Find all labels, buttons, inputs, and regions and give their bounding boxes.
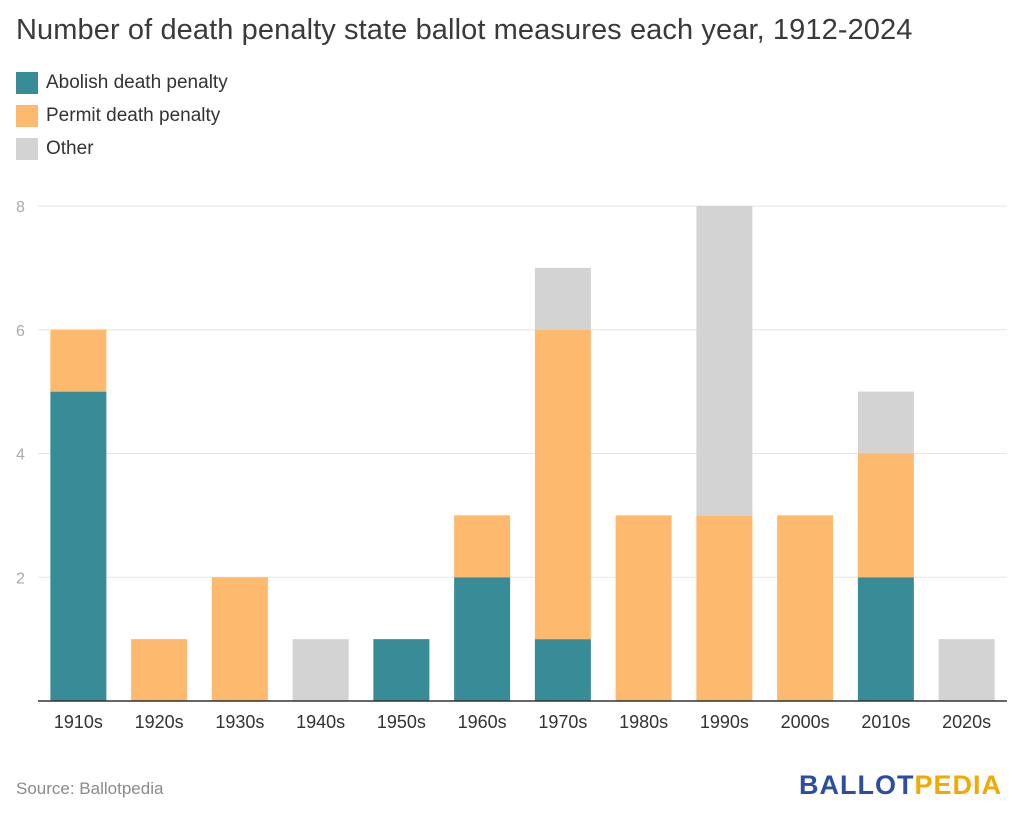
bar-1970s-permit-death-penalty [534,329,591,640]
x-tick-label-1990s: 1990s [700,712,749,732]
bar-1990s-other [696,206,753,516]
y-tick-label-6: 6 [16,323,25,340]
chart-legend: Abolish death penalty Permit death penal… [16,66,228,165]
legend-label-other: Other [46,137,94,159]
y-tick-label-4: 4 [16,447,25,464]
bar-1940s-other [292,639,349,701]
x-tick-label-1910s: 1910s [54,712,103,732]
bar-2020s-other [938,639,995,701]
bar-2010s-permit-death-penalty [857,453,914,578]
legend-swatch-permit [16,104,38,127]
legend-swatch-abolish [16,71,38,94]
bar-1960s-permit-death-penalty [454,515,511,578]
logo-ballot-text: BALLOT [798,770,915,800]
bar-1990s-permit-death-penalty [696,515,753,701]
x-tick-label-1920s: 1920s [135,712,184,732]
bar-1950s-abolish-death-penalty [373,639,430,701]
x-tick-label-2020s: 2020s [942,712,991,732]
chart-title: Number of death penalty state ballot mea… [16,14,913,46]
logo-pedia-text: PEDIA [914,770,1002,800]
legend-swatch-other [16,137,38,160]
bar-1970s-other [534,267,591,330]
bar-1930s-permit-death-penalty [211,577,268,701]
x-tick-label-1950s: 1950s [377,712,426,732]
x-tick-label-1980s: 1980s [619,712,668,732]
x-tick-label-1960s: 1960s [458,712,507,732]
y-tick-label-2: 2 [16,570,25,587]
x-tick-label-1970s: 1970s [538,712,587,732]
legend-item-abolish: Abolish death penalty [16,66,228,99]
legend-label-permit: Permit death penalty [46,104,221,126]
bar-chart: 2 4 6 8 1910s 1920s 1930s 1940s 1950s 1960s 1970s 1… [16,199,1007,732]
legend-item-permit: Permit death penalty [16,99,228,132]
bar-2010s-abolish-death-penalty [857,577,914,701]
legend-item-other: Other [16,132,228,165]
y-tick-label-8: 8 [16,199,25,216]
source-note: Source: Ballotpedia [16,779,164,798]
bar-1910s-permit-death-penalty [50,329,107,392]
bar-1960s-abolish-death-penalty [454,577,511,701]
bar-2010s-other [857,391,914,454]
ballotpedia-logo: BALLOTPEDIA [799,770,1002,801]
x-tick-label-1940s: 1940s [296,712,345,732]
x-tick-label-2010s: 2010s [861,712,910,732]
legend-label-abolish: Abolish death penalty [46,71,228,93]
bar-1970s-abolish-death-penalty [534,639,591,701]
x-tick-label-2000s: 2000s [781,712,830,732]
bar-1910s-abolish-death-penalty [50,391,107,701]
bar-2000s-permit-death-penalty [777,515,834,701]
bar-1980s-permit-death-penalty [615,515,672,701]
x-tick-label-1930s: 1930s [215,712,264,732]
bar-1920s-permit-death-penalty [131,639,188,701]
